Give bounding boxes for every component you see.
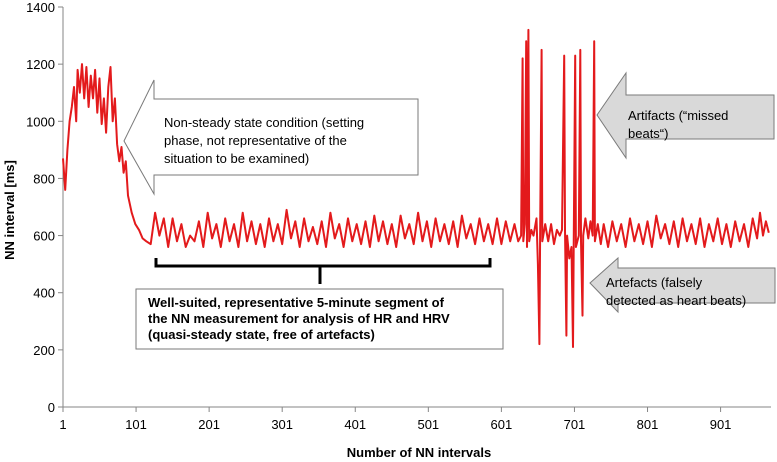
annotation-line: Well-suited, representative 5-minute seg… [148,295,445,310]
annotation-segment: Well-suited, representative 5-minute seg… [135,258,504,350]
series-layer [62,28,770,348]
segment-box [135,288,504,350]
y-tick-label: 1200 [26,57,55,72]
x-tick-label: 201 [198,417,220,432]
x-axis-title: Number of NN intervals [347,445,491,460]
annotation-line: Artifacts (“missed [628,108,728,123]
annotation-line: (quasi-steady state, free of artefacts) [148,327,375,342]
y-tick-label: 200 [33,343,55,358]
x-tick-label: 601 [491,417,513,432]
y-tick-label: 800 [33,171,55,186]
y-tick-label: 0 [48,400,55,415]
annotation-line: beats“) [628,126,668,141]
annotation-false-detect: Artefacts (falsely detected as heart bea… [589,256,776,314]
arrow-false-detect [589,256,776,314]
x-tick-label: 701 [564,417,586,432]
x-tick-label: 301 [271,417,293,432]
x-tick-label: 1 [59,417,66,432]
x-tick-label: 501 [417,417,439,432]
x-tick-label: 101 [125,417,147,432]
y-tick-label: 600 [33,229,55,244]
annotation-line: the NN measurement for analysis of HR an… [148,311,450,326]
axes [62,7,771,408]
arrow-missed-beats [596,71,775,160]
x-tick-label: 901 [710,417,732,432]
nn-interval-series-line [62,28,770,348]
annotation-non-steady-text: Non-steady state condition (setting phas… [164,115,368,166]
y-ticks: 0 200 400 600 800 1000 1200 1400 [26,0,63,415]
annotation-line: Non-steady state condition (setting [164,115,364,130]
annotation-line: Artefacts (falsely [606,275,703,290]
annotation-non-steady: Non-steady state condition (setting phas… [123,79,419,196]
annotation-missed-beats: Artifacts (“missed beats“) [596,71,775,160]
y-tick-label: 400 [33,286,55,301]
annotation-segment-text: Well-suited, representative 5-minute seg… [148,295,453,342]
annotation-line: phase, not representative of the [164,133,347,148]
x-ticks: 1 101 201 301 401 501 601 701 801 901 [59,407,731,432]
y-tick-label: 1000 [26,114,55,129]
segment-brace [154,258,492,284]
y-tick-label: 1400 [26,0,55,15]
y-axis-title: NN interval [ms] [2,160,17,260]
x-tick-label: 401 [344,417,366,432]
annotation-line: detected as heart beats) [606,293,746,308]
arrow-callout-left [123,79,419,196]
annotation-missed-text: Artifacts (“missed beats“) [628,108,732,141]
annotation-line: situation to be examined) [164,151,309,166]
x-tick-label: 801 [637,417,659,432]
annotation-false-text: Artefacts (falsely detected as heart bea… [606,275,746,308]
